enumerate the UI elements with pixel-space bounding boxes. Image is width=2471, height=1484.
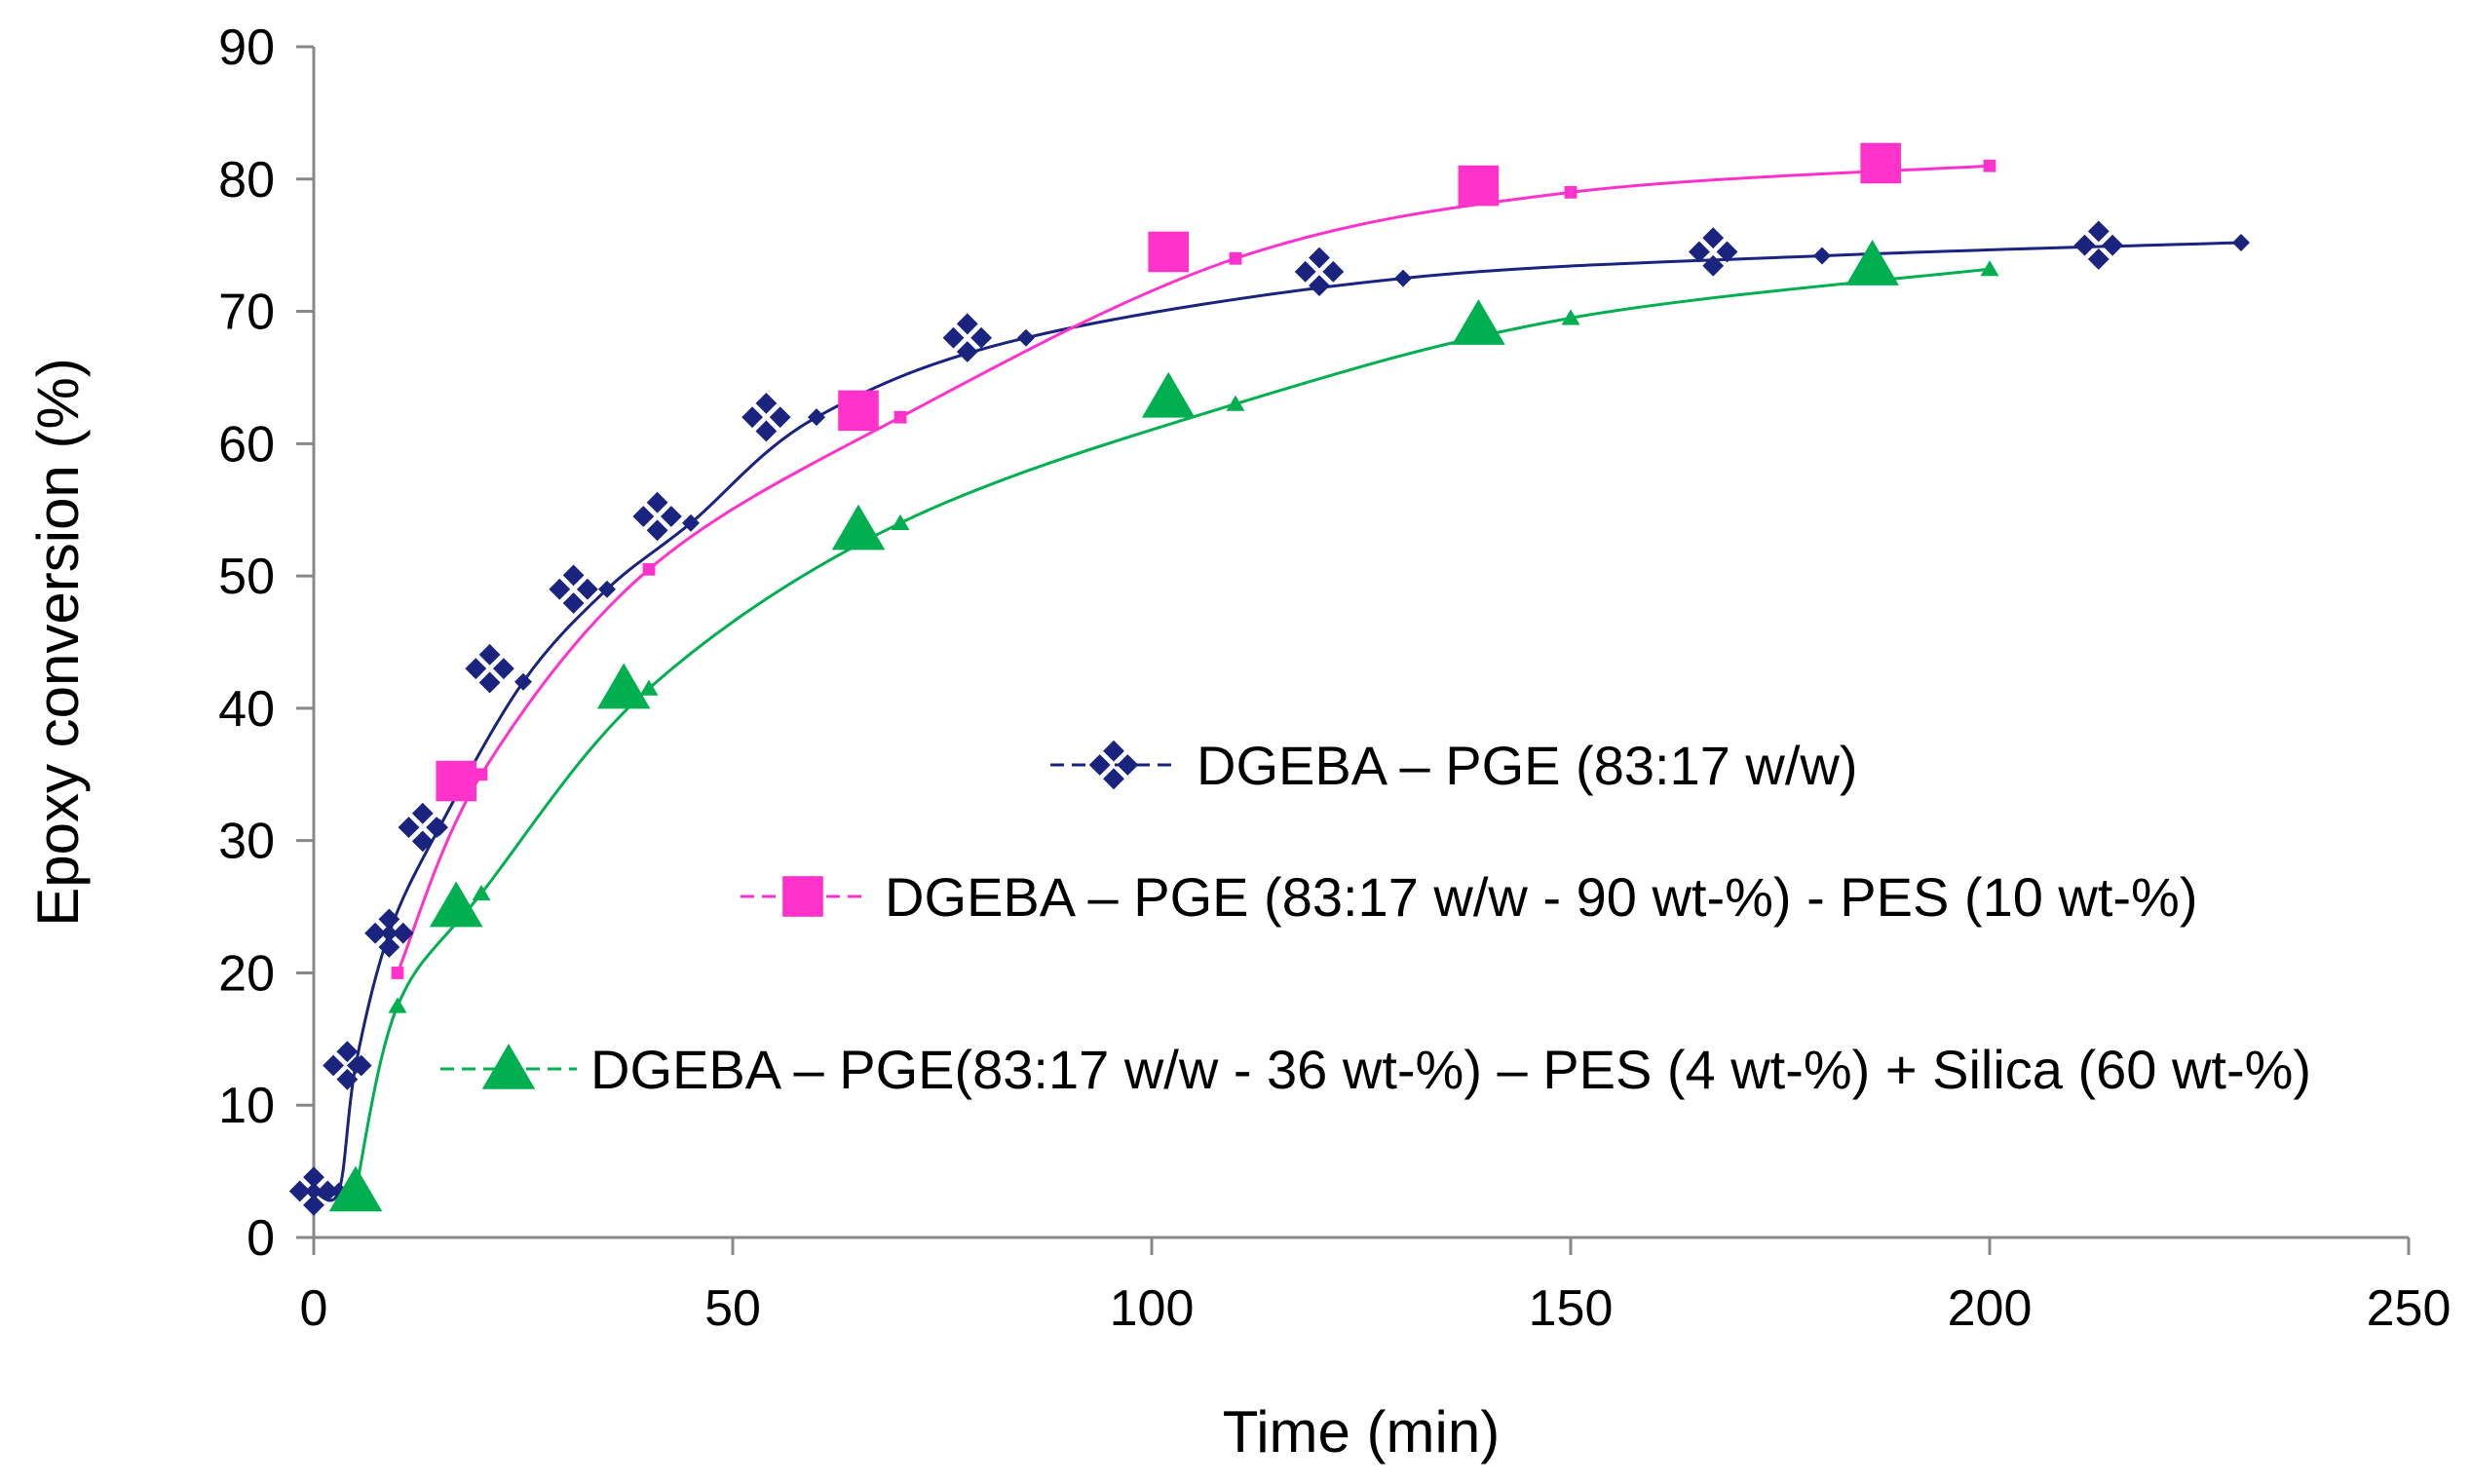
y-tick-label: 30 xyxy=(218,814,275,870)
y-tick-label: 10 xyxy=(218,1078,275,1134)
legend-marker xyxy=(1088,740,1139,790)
fit-point xyxy=(380,924,399,942)
legend-marker xyxy=(481,1044,536,1089)
data-point xyxy=(436,760,476,802)
x-tick-label: 50 xyxy=(704,1280,761,1337)
fit-point xyxy=(893,410,907,424)
fit-point xyxy=(598,580,616,598)
data-point xyxy=(1294,247,1345,297)
data-point xyxy=(1458,165,1500,207)
data-markers xyxy=(288,142,2250,1216)
x-tick-label: 200 xyxy=(1948,1280,2033,1337)
fit-point xyxy=(639,679,659,696)
data-point xyxy=(465,643,514,694)
x-tick-label: 150 xyxy=(1529,1280,1614,1337)
fit-point xyxy=(642,562,656,576)
data-point xyxy=(328,1165,383,1212)
data-point xyxy=(1688,227,1738,277)
fit-point xyxy=(1813,247,1831,265)
data-point xyxy=(429,881,483,928)
y-tick-label: 0 xyxy=(247,1210,275,1267)
legend-label: DGEBA – PGE (83:17 w/w) xyxy=(1197,735,1857,796)
legend-marker xyxy=(782,876,823,917)
fit-line-series-2 xyxy=(396,164,1991,974)
data-point xyxy=(1860,142,1901,184)
fit-point xyxy=(808,408,825,427)
legend: DGEBA – PGE (83:17 w/w) DGEBA – PGE (83:… xyxy=(440,735,2311,1100)
fit-point xyxy=(1983,159,1996,172)
y-tick-label: 50 xyxy=(218,549,275,605)
y-tick-label: 40 xyxy=(218,681,275,738)
legend-entry-3: DGEBA – PGE(83:17 w/w - 36 wt-%) – PES (… xyxy=(440,1039,2311,1100)
data-point xyxy=(2073,220,2124,270)
fit-point xyxy=(475,768,488,781)
y-tick-label: 90 xyxy=(218,19,275,76)
fit-line-series-1 xyxy=(313,241,2242,1202)
x-tick-label: 0 xyxy=(300,1280,328,1337)
legend-label: DGEBA – PGE (83:17 w/w - 90 wt-%) - PES … xyxy=(885,866,2198,928)
data-point xyxy=(549,564,598,614)
data-point xyxy=(838,390,879,432)
fit-point xyxy=(1394,269,1412,287)
data-point xyxy=(364,908,414,958)
fit-point xyxy=(682,514,700,532)
fit-point xyxy=(891,514,910,530)
fit-point xyxy=(1980,260,1999,277)
fit-point xyxy=(1226,395,1245,411)
data-point xyxy=(1845,240,1899,285)
data-point xyxy=(741,392,791,442)
data-point xyxy=(1452,299,1505,345)
data-point xyxy=(831,504,886,551)
x-axis-title: Time (min) xyxy=(1223,1399,1500,1465)
data-point xyxy=(288,1166,339,1216)
data-point xyxy=(398,802,448,853)
legend-marker-shape xyxy=(782,876,823,917)
legend-entry-2: DGEBA – PGE (83:17 w/w - 90 wt-%) - PES … xyxy=(741,866,2198,928)
data-point xyxy=(632,491,682,542)
x-tick-label: 100 xyxy=(1110,1280,1195,1337)
y-axis-title: Epoxy conversion (%) xyxy=(25,358,91,927)
data-point xyxy=(323,1041,372,1090)
tick-labels: 0 10 20 30 40 50 60 70 80 90 0 50 100 150 200 250 xyxy=(218,19,2451,1337)
legend-entry-1: DGEBA – PGE (83:17 w/w) xyxy=(1050,735,1857,796)
axes xyxy=(296,45,2411,1255)
y-tick-label: 70 xyxy=(218,285,275,341)
fit-point xyxy=(1017,328,1035,347)
fit-point xyxy=(1564,185,1578,199)
fit-point xyxy=(1229,251,1242,265)
data-point xyxy=(942,313,993,362)
data-point xyxy=(1148,231,1189,273)
legend-label: DGEBA – PGE(83:17 w/w - 36 wt-%) – PES (… xyxy=(590,1039,2311,1100)
fit-point xyxy=(305,1182,323,1200)
data-point xyxy=(596,663,651,709)
fit-point xyxy=(514,672,532,691)
data-point xyxy=(1141,371,1196,418)
y-tick-label: 20 xyxy=(218,945,275,1002)
fit-point xyxy=(388,997,407,1013)
fit-point xyxy=(472,884,491,901)
x-tick-label: 250 xyxy=(2367,1280,2452,1337)
y-tick-label: 80 xyxy=(218,152,275,209)
fit-point xyxy=(2232,233,2250,251)
legend-marker-shape xyxy=(481,1044,536,1089)
legend-marker-shape xyxy=(1088,740,1139,790)
fit-point xyxy=(1561,309,1580,325)
fit-point xyxy=(391,967,404,979)
y-tick-label: 60 xyxy=(218,416,275,473)
